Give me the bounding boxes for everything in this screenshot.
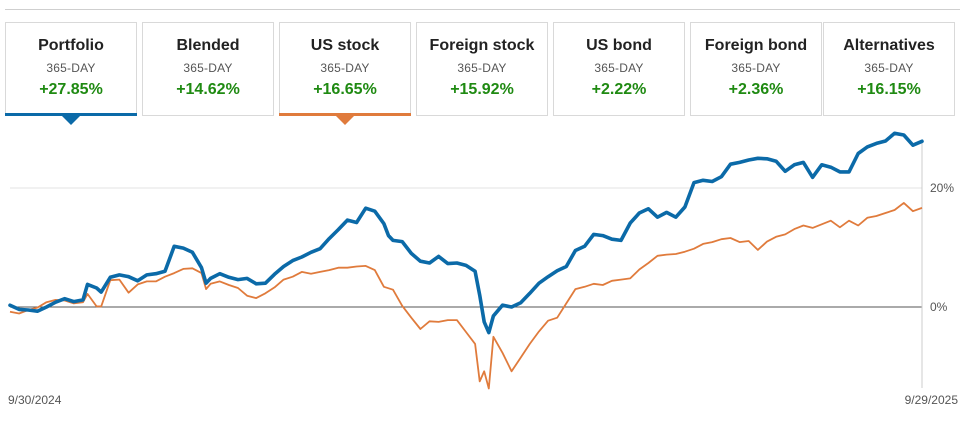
tab-period: 365-DAY — [731, 61, 781, 75]
tab-blended[interactable]: Blended 365-DAY +14.62% — [142, 22, 274, 116]
tab-portfolio[interactable]: Portfolio 365-DAY +27.85% — [5, 22, 137, 125]
asset-class-tabs: Portfolio 365-DAY +27.85% Blended 365-DA… — [5, 22, 960, 125]
series-line-us-stock — [9, 202, 923, 390]
y-tick-label-0: 0% — [930, 300, 948, 314]
tab-us-bond[interactable]: US bond 365-DAY +2.22% — [553, 22, 685, 116]
x-axis-start-label: 9/30/2024 — [8, 393, 62, 407]
tab-period: 365-DAY — [457, 61, 507, 75]
tab-label: Portfolio — [38, 37, 104, 54]
tab-period: 365-DAY — [594, 61, 644, 75]
tab-return: +2.36% — [728, 81, 784, 98]
tab-alternatives[interactable]: Alternatives 365-DAY +16.15% — [823, 22, 955, 116]
tab-us-stock[interactable]: US stock 365-DAY +16.65% — [279, 22, 411, 125]
tab-return: +14.62% — [176, 81, 240, 98]
selected-underline — [5, 113, 137, 116]
tab-period: 365-DAY — [864, 61, 914, 75]
tab-label: Foreign stock — [429, 37, 535, 54]
tab-period: 365-DAY — [46, 61, 96, 75]
top-divider — [5, 9, 960, 10]
tab-label: Blended — [176, 37, 240, 54]
tab-label: US stock — [310, 37, 380, 54]
tab-return: +16.65% — [313, 81, 377, 98]
y-tick-label-20: 20% — [930, 181, 954, 195]
selected-underline — [279, 113, 411, 116]
tab-return: +15.92% — [450, 81, 514, 98]
tab-return: +27.85% — [39, 81, 103, 98]
selected-pointer-icon — [62, 116, 80, 125]
tab-label: Alternatives — [843, 37, 935, 54]
tab-return: +16.15% — [857, 81, 921, 98]
tab-label: US bond — [586, 37, 652, 54]
tab-label: Foreign bond — [704, 37, 808, 54]
tab-foreign-stock[interactable]: Foreign stock 365-DAY +15.92% — [416, 22, 548, 116]
tab-period: 365-DAY — [320, 61, 370, 75]
tab-foreign-bond[interactable]: Foreign bond 365-DAY +2.36% — [690, 22, 822, 116]
x-axis-end-label: 9/29/2025 — [905, 393, 959, 407]
tab-return: +2.22% — [591, 81, 647, 98]
selected-pointer-icon — [336, 116, 354, 125]
tab-period: 365-DAY — [183, 61, 233, 75]
series-line-portfolio — [8, 131, 924, 335]
